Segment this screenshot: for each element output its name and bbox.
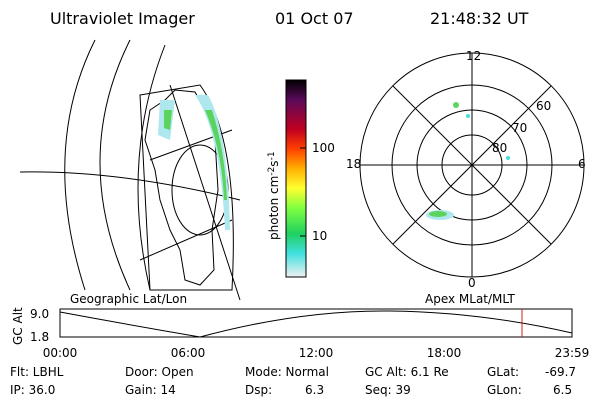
lat-label: 80 (492, 141, 507, 155)
info: Door: Open (125, 365, 194, 379)
info: IP: 36.0 (10, 383, 55, 397)
plot-title: Geographic Lat/Lon (70, 292, 187, 306)
label-exp: -1 (267, 151, 277, 160)
info: GC Alt: 6.1 Re (365, 365, 449, 379)
y-tick-label: 9.0 (30, 307, 49, 321)
colorbar-tick-label: 10 (312, 229, 327, 243)
plot-frame (59, 308, 573, 338)
polar-plot (359, 52, 585, 278)
info: Seq: 39 (365, 383, 411, 397)
colorbar (285, 79, 307, 278)
x-tick-label: 06:00 (171, 346, 206, 360)
colorbar-label: photon cm-2s-1 (267, 151, 281, 240)
title: Ultraviolet Imager (50, 9, 195, 28)
x-tick-label: 18:00 (427, 346, 462, 360)
x-tick-label: 00:00 (43, 346, 78, 360)
lat-label: 60 (536, 99, 551, 113)
geo-map (19, 39, 241, 301)
mlt-label: 12 (466, 49, 481, 63)
mlt-label: 6 (578, 157, 586, 171)
x-tick-label: 23:59 (555, 346, 590, 360)
info: Flt: LBHL (10, 365, 64, 379)
label-exp: -2 (267, 167, 277, 176)
mlt-label: 18 (346, 157, 361, 171)
info: GLat: (487, 365, 519, 379)
info: Dsp: (245, 383, 272, 397)
x-tick-label: 12:00 (299, 346, 334, 360)
lat-label: 70 (512, 121, 527, 135)
plot-title: Apex MLat/MLT (425, 292, 515, 306)
info: 6.5 (553, 383, 572, 397)
info: -69.7 (545, 365, 576, 379)
info: GLon: (487, 383, 522, 397)
y-tick-label: 1.8 (30, 330, 49, 344)
info: Mode: Normal (245, 365, 329, 379)
mlt-label: 0 (468, 276, 476, 290)
info: 6.3 (305, 383, 324, 397)
time: 21:48:32 UT (430, 9, 529, 28)
label-base: photon cm (267, 176, 281, 240)
y-axis-label: GC Alt (11, 307, 25, 345)
date: 01 Oct 07 (275, 9, 354, 28)
info: Gain: 14 (125, 383, 176, 397)
label-mid: s (267, 160, 281, 166)
altitude-curve (59, 310, 573, 338)
colorbar-tick-label: 100 (312, 141, 335, 155)
